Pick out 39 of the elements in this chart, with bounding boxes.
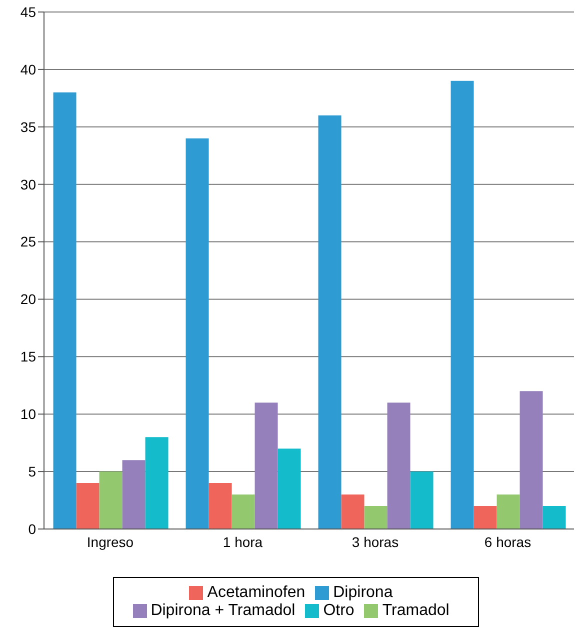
y-tick-label: 30 xyxy=(20,176,36,192)
y-tick-label: 25 xyxy=(20,234,36,250)
legend-label: Otro xyxy=(323,602,354,619)
bar xyxy=(410,472,434,529)
bar xyxy=(520,391,543,529)
y-tick-label: 15 xyxy=(20,348,36,365)
y-tick-label: 5 xyxy=(28,464,36,480)
y-tick-label: 35 xyxy=(20,118,36,135)
bar xyxy=(254,402,278,529)
bar xyxy=(318,115,342,529)
legend-label: Dipirona + Tramadol xyxy=(150,602,296,619)
y-tick-label: 20 xyxy=(20,291,36,308)
bar xyxy=(53,92,76,529)
legend-label: Tramadol xyxy=(382,602,450,619)
bar xyxy=(387,402,410,529)
y-tick-label: 0 xyxy=(28,520,36,537)
bar xyxy=(278,448,301,529)
y-tick-label: 45 xyxy=(20,4,36,20)
bar xyxy=(76,483,100,529)
x-tick-label: 3 horas xyxy=(352,534,399,550)
bar xyxy=(122,460,146,529)
bar xyxy=(145,437,168,529)
y-tick-label: 40 xyxy=(20,61,36,78)
bar xyxy=(99,472,122,529)
bar xyxy=(208,483,232,529)
x-tick-label: Ingreso xyxy=(86,534,134,550)
bar xyxy=(542,506,566,529)
x-tick-label: 1 hora xyxy=(222,534,263,550)
bar xyxy=(496,494,520,529)
legend-label: Dipirona xyxy=(333,584,393,601)
bar xyxy=(364,506,388,529)
bar xyxy=(186,138,209,529)
bar xyxy=(450,80,474,529)
legend-label: Acetaminofen xyxy=(207,584,306,601)
bar xyxy=(474,506,497,529)
x-tick-label: 6 horas xyxy=(484,534,532,550)
bar xyxy=(341,494,364,529)
y-tick-label: 10 xyxy=(20,406,36,422)
bar xyxy=(232,494,255,529)
